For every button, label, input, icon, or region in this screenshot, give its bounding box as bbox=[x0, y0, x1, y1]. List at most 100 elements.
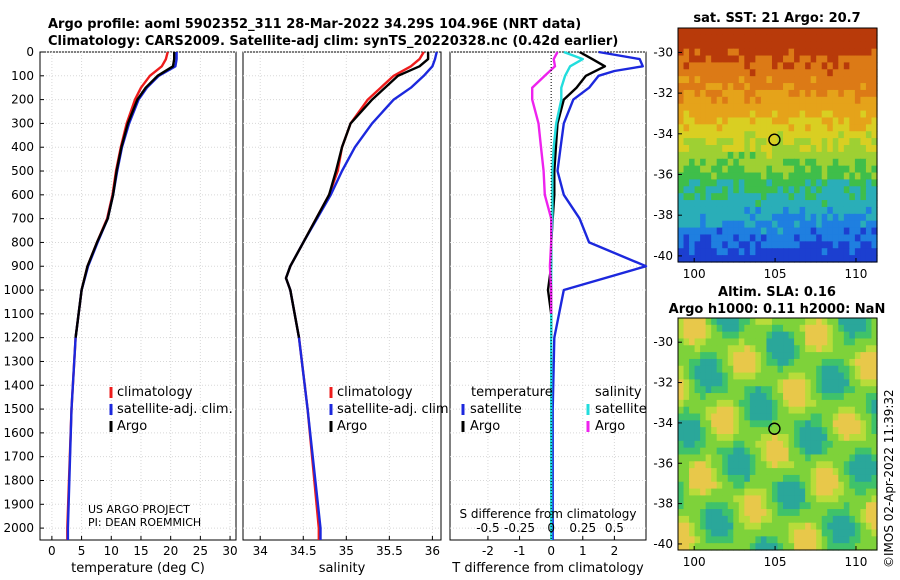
sst-map-cell bbox=[871, 55, 878, 64]
sla-map-cell bbox=[777, 543, 784, 551]
sla-map-cell bbox=[777, 529, 784, 537]
sla-map-cell bbox=[805, 338, 812, 346]
sst-map-cell bbox=[738, 200, 745, 208]
sst-map-cell bbox=[700, 34, 707, 43]
sla-map-cell bbox=[849, 386, 856, 394]
sst-map-cell bbox=[678, 34, 685, 43]
sla-map-cell bbox=[788, 420, 795, 428]
sla-map-cell bbox=[871, 331, 878, 340]
sst-map-cell bbox=[711, 234, 718, 242]
sst-map-cell bbox=[755, 41, 762, 50]
sla-map-cell bbox=[827, 468, 834, 476]
sla-map-cell bbox=[821, 440, 828, 449]
sst-map-cell bbox=[843, 34, 850, 43]
sla-map-cell bbox=[799, 488, 806, 497]
sst-map-cell bbox=[771, 62, 779, 70]
sla-map-cell bbox=[805, 502, 812, 510]
sst-map-cell bbox=[678, 220, 685, 229]
sla-map-cell bbox=[849, 318, 856, 326]
sst-map-cell bbox=[744, 34, 751, 43]
sst-map-cell bbox=[771, 158, 779, 167]
sst-map-cell bbox=[722, 193, 729, 201]
sla-map-cell bbox=[865, 345, 873, 353]
sla-map-cell bbox=[849, 331, 856, 340]
sla-map-cell bbox=[832, 399, 839, 408]
sla-map-cell bbox=[849, 352, 856, 360]
sla-map-cell bbox=[694, 522, 701, 531]
sst-map-cell bbox=[794, 110, 801, 119]
sst-map-cell bbox=[727, 62, 734, 70]
sst-map-cell bbox=[799, 110, 806, 119]
sla-map-cell bbox=[700, 509, 707, 517]
sst-map-cell bbox=[821, 186, 828, 194]
sla-map-cell bbox=[871, 413, 878, 421]
sst-map-cell bbox=[755, 158, 762, 167]
sla-map-cell bbox=[738, 420, 745, 428]
sst-map-cell bbox=[689, 186, 696, 194]
sst-map-cell bbox=[838, 131, 845, 139]
sla-map-cell bbox=[860, 345, 867, 353]
sla-map-cell bbox=[755, 529, 762, 537]
sla-map-cell bbox=[711, 345, 718, 353]
sla-map-cell bbox=[838, 488, 845, 497]
sst-map-cell bbox=[771, 248, 779, 256]
sst-map-cell bbox=[733, 255, 740, 263]
sla-map-cell bbox=[860, 379, 867, 387]
sst-map-cell bbox=[700, 255, 707, 263]
sla-map-cell bbox=[700, 399, 707, 408]
sla-map-cell bbox=[749, 358, 756, 367]
sst-map-cell bbox=[816, 48, 823, 57]
sla-map-cell bbox=[777, 515, 784, 524]
sst-map-cell bbox=[810, 193, 817, 201]
sst-map-cell bbox=[805, 165, 812, 174]
sst-map-cell bbox=[794, 206, 801, 215]
sst-map-cell bbox=[694, 83, 701, 91]
sla-map-cell bbox=[816, 454, 823, 462]
sst-map-cell bbox=[760, 110, 768, 119]
sla-map-cell bbox=[871, 454, 878, 462]
sst-map-cell bbox=[810, 34, 817, 43]
sla-map-cell bbox=[838, 536, 845, 544]
sst-map-cell bbox=[827, 76, 834, 84]
sla-map-cell bbox=[749, 420, 756, 428]
sst-map-cell bbox=[849, 124, 856, 132]
sla-map-cell bbox=[783, 536, 790, 544]
sla-map-cell bbox=[865, 358, 873, 367]
sla-map-cell bbox=[838, 318, 845, 326]
sst-map-cell bbox=[722, 151, 729, 160]
sst-map-cell bbox=[749, 186, 756, 194]
sst-map-cell bbox=[799, 227, 806, 236]
sst-map-cell bbox=[805, 179, 812, 187]
sla-map-cell bbox=[816, 372, 823, 381]
sla-map-cell bbox=[749, 427, 756, 435]
sst-map-cell bbox=[727, 69, 734, 77]
sla-map-cell bbox=[854, 379, 862, 387]
sst-map-cell bbox=[727, 151, 734, 160]
sla-map-cell bbox=[838, 515, 845, 524]
sst-map-cell bbox=[794, 48, 801, 57]
sla-map-cell bbox=[771, 352, 779, 360]
sla-map-cell bbox=[678, 324, 685, 333]
sla-map-cell bbox=[777, 379, 784, 387]
sla-map-cell bbox=[722, 413, 729, 421]
sla-map-cell bbox=[838, 529, 845, 537]
sst-map-cell bbox=[805, 186, 812, 194]
sla-map-cell bbox=[838, 331, 845, 340]
sst-map-cell bbox=[727, 55, 734, 64]
sst-map-cell bbox=[766, 220, 773, 229]
sla-map-cell bbox=[794, 440, 801, 449]
sla-map-cell bbox=[678, 447, 685, 456]
sla-map-cell bbox=[727, 481, 734, 490]
sst-map-cell bbox=[683, 200, 690, 208]
sla-map-cell bbox=[777, 427, 784, 435]
sst-map-cell bbox=[783, 200, 790, 208]
sst-map-cell bbox=[832, 62, 839, 70]
sst-map-cell bbox=[788, 48, 795, 57]
sst-map-cell bbox=[843, 234, 850, 242]
sla-map-cell bbox=[771, 529, 779, 537]
sla-map-cell bbox=[788, 379, 795, 387]
temperature-ytick-label: 100 bbox=[11, 69, 34, 83]
temperature-ytick-label: 1800 bbox=[3, 473, 34, 487]
sla-map-cell bbox=[722, 529, 729, 537]
sla-map-cell bbox=[722, 502, 729, 510]
